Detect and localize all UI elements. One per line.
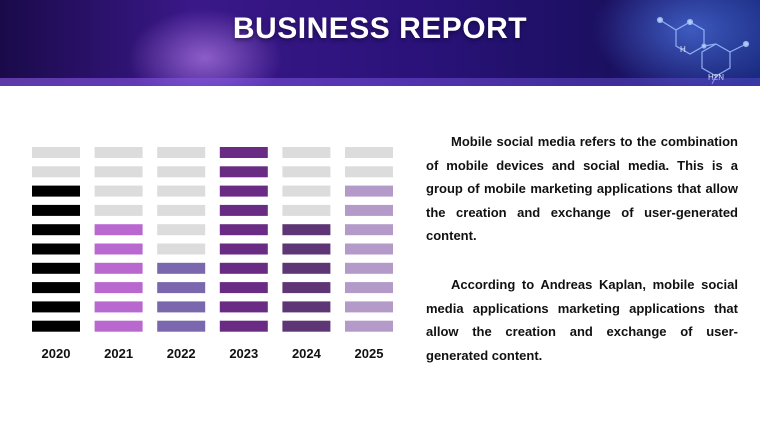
bar-segment-filled <box>157 262 206 274</box>
bar-segment-filled <box>219 243 268 255</box>
molecule-label: H2N <box>708 73 724 82</box>
bar-segment-filled <box>219 224 268 236</box>
bar-segment-empty <box>94 147 143 158</box>
x-tick-label: 2024 <box>292 346 322 361</box>
bar-segment-filled <box>282 243 331 255</box>
bar-segment-filled <box>32 282 80 294</box>
bar-segment-empty <box>282 204 331 216</box>
bar-segment-empty <box>157 204 206 216</box>
x-tick-label: 2022 <box>167 346 196 361</box>
bar-segment-empty <box>282 185 331 197</box>
bar-segment-filled <box>282 320 331 332</box>
bar-segment-empty <box>32 147 80 158</box>
header-banner: H H2N BUSINESS REPORT <box>0 0 760 86</box>
bar-segment-empty <box>157 224 206 236</box>
bar-segment-filled <box>94 224 143 236</box>
x-tick-label: 2023 <box>229 346 258 361</box>
bar-segment-filled <box>94 262 143 274</box>
bar-segment-filled <box>345 301 393 313</box>
molecule-icon: H H2N <box>656 16 750 85</box>
bar-segment-empty <box>157 243 206 255</box>
bar-segment-filled <box>282 224 331 236</box>
bar-segment-filled <box>345 224 393 236</box>
bar-segment-filled <box>219 185 268 197</box>
bar-segment-filled <box>32 301 80 313</box>
bar-segment-filled <box>219 301 268 313</box>
bar-segment-empty <box>345 147 393 158</box>
banner-divider <box>0 78 760 86</box>
bar-segment-filled <box>157 320 206 332</box>
bar-segment-empty <box>282 147 331 158</box>
bar-segment-filled <box>345 185 393 197</box>
bar-segment-filled <box>94 320 143 332</box>
bar-segment-empty <box>32 166 80 178</box>
bar-segment-filled <box>94 282 143 294</box>
bar-segment-empty <box>94 204 143 216</box>
bar-segment-filled <box>219 147 268 158</box>
bar-segment-filled <box>219 262 268 274</box>
bar-segment-empty <box>157 185 206 197</box>
bar-segment-filled <box>32 320 80 332</box>
bar-segment-empty <box>157 166 206 178</box>
bar-segment-empty <box>282 166 331 178</box>
bar-segment-filled <box>94 243 143 255</box>
bar-segment-filled <box>219 282 268 294</box>
bar-segment-filled <box>219 320 268 332</box>
svg-text:H: H <box>680 45 686 54</box>
x-tick-label: 2021 <box>104 346 133 361</box>
bar-segment-filled <box>345 243 393 255</box>
bar-segment-filled <box>157 282 206 294</box>
bar-segment-filled <box>94 301 143 313</box>
paragraph-2: According to Andreas Kaplan, mobile soci… <box>426 277 738 363</box>
bar-segment-filled <box>345 282 393 294</box>
paragraph-1: Mobile social media refers to the combin… <box>426 134 738 243</box>
bar-segment-empty <box>94 185 143 197</box>
bar-segment-empty <box>94 166 143 178</box>
bar-segment-filled <box>345 262 393 274</box>
x-tick-label: 2025 <box>355 346 384 361</box>
bar-segment-filled <box>219 166 268 178</box>
bar-segment-filled <box>157 301 206 313</box>
bar-segment-empty <box>345 166 393 178</box>
bar-segment-filled <box>32 185 80 197</box>
page-title: BUSINESS REPORT <box>232 12 528 45</box>
bar-segment-filled <box>345 320 393 332</box>
segmented-bar-chart: 2020 2021 2022 2023 2024 2025 <box>32 147 393 361</box>
bar-segment-filled <box>219 204 268 216</box>
bar-segment-filled <box>282 262 331 274</box>
bar-segment-filled <box>32 262 80 274</box>
bar-segment-filled <box>32 204 80 216</box>
bar-segment-filled <box>32 243 80 255</box>
bar-segment-filled <box>32 224 80 236</box>
bar-segment-filled <box>282 301 331 313</box>
x-tick-label: 2020 <box>42 346 71 361</box>
bar-segment-filled <box>282 282 331 294</box>
bar-segment-empty <box>157 147 206 158</box>
bar-segment-filled <box>345 204 393 216</box>
